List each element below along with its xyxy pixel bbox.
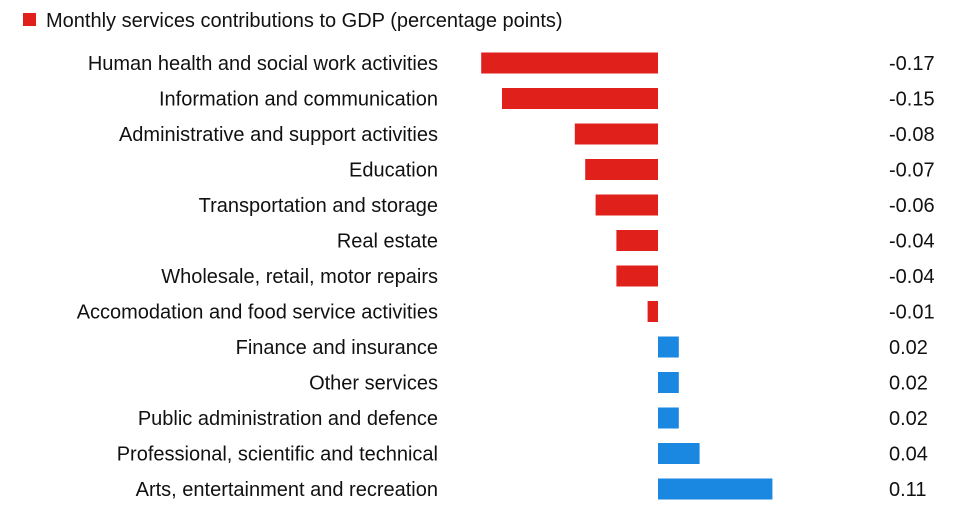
value-label-7: -0.04 (889, 266, 935, 288)
bar-5 (595, 194, 658, 216)
category-label-11: Public administration and defence (138, 408, 438, 430)
value-label-1: -0.17 (889, 53, 935, 75)
legend: Monthly services contributions to GDP (p… (23, 10, 563, 32)
value-label-5: -0.06 (889, 195, 935, 217)
bar-12 (658, 443, 700, 464)
bar-11 (658, 407, 679, 429)
bar-4 (585, 159, 658, 180)
legend-swatch (23, 13, 36, 26)
bars-group (481, 52, 773, 500)
value-label-11: 0.02 (889, 408, 928, 430)
category-label-7: Wholesale, retail, motor repairs (161, 266, 438, 288)
value-label-10: 0.02 (889, 373, 928, 395)
value-label-3: -0.08 (889, 124, 935, 146)
legend-label: Monthly services contributions to GDP (p… (46, 10, 563, 32)
value-label-13: 0.11 (889, 479, 926, 501)
category-label-6: Real estate (337, 231, 438, 253)
value-label-8: -0.01 (889, 302, 935, 324)
bar-6 (616, 230, 658, 251)
category-label-10: Other services (309, 373, 438, 395)
bar-3 (574, 123, 658, 145)
category-label-5: Transportation and storage (199, 195, 438, 217)
bar-9 (658, 336, 679, 358)
bar-8 (647, 301, 658, 322)
bar-7 (616, 265, 658, 287)
value-label-4: -0.07 (889, 160, 935, 182)
category-label-3: Administrative and support activities (119, 124, 438, 146)
category-label-13: Arts, entertainment and recreation (136, 479, 438, 501)
category-label-1: Human health and social work activities (88, 53, 438, 75)
value-labels-group: -0.17 -0.15 -0.08 -0.07 -0.06 -0.04 -0.04 -0.01… (889, 53, 935, 501)
value-label-9: 0.02 (889, 337, 928, 359)
bar-13 (658, 478, 773, 500)
category-label-2: Information and communication (159, 89, 438, 111)
value-label-12: 0.04 (889, 444, 928, 466)
category-label-8: Accomodation and food service activities (77, 302, 438, 324)
bar-10 (658, 372, 679, 393)
bar-1 (481, 52, 658, 74)
category-label-12: Professional, scientific and technical (117, 444, 438, 466)
bar-2 (502, 88, 658, 109)
category-label-9: Finance and insurance (236, 337, 438, 359)
category-labels-group: Human health and social work activities I… (77, 53, 438, 501)
value-label-2: -0.15 (889, 89, 935, 111)
value-label-6: -0.04 (889, 231, 935, 253)
category-label-4: Education (349, 160, 438, 182)
